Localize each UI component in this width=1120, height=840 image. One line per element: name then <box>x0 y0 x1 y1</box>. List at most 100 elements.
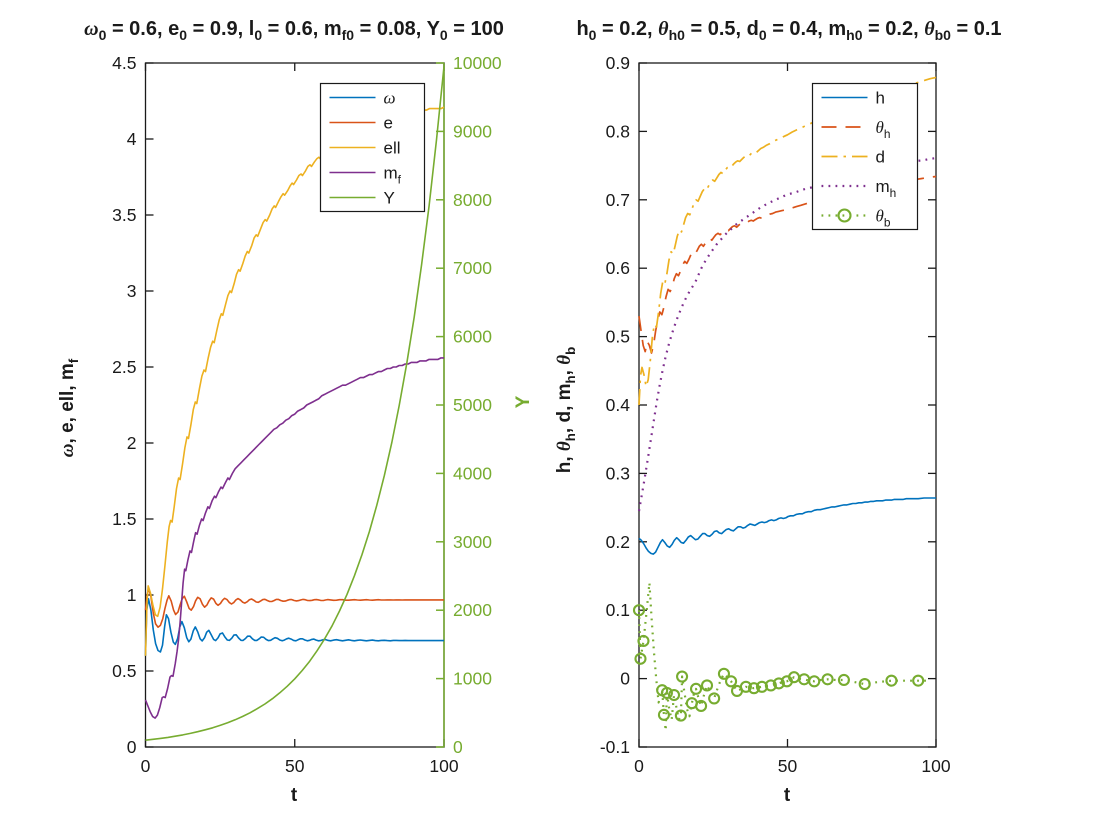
legend-label: e <box>384 114 393 133</box>
marker-circle <box>637 634 650 648</box>
y2-tick-label: 8000 <box>453 190 492 210</box>
marker-circle <box>912 674 925 687</box>
marker-circle <box>885 674 898 687</box>
legend: ωe ell mf Y <box>319 82 426 213</box>
legend-entry-m_f: mf <box>329 164 402 187</box>
marker-circle <box>689 682 703 695</box>
left-panel-y2-label: Y <box>513 395 534 409</box>
y2-tick-label: 2000 <box>453 600 492 620</box>
y-tick-label: 4 <box>127 129 137 149</box>
y-tick-label: 0.5 <box>112 661 136 681</box>
series-h <box>638 497 936 555</box>
y-tick-label: 0.5 <box>606 327 630 347</box>
marker-circle <box>695 699 708 713</box>
marker-circle <box>739 680 752 693</box>
y-tick-label: 0.7 <box>606 190 630 210</box>
legend-entry-theta_h: θh <box>821 118 891 141</box>
right-panel-xlabel: t <box>783 785 791 806</box>
marker-circle <box>821 673 834 686</box>
legend: h θh d mh θb <box>811 82 919 231</box>
y2-tick-label: 10000 <box>453 53 502 73</box>
marker-circle <box>808 675 821 688</box>
legend-label: h <box>876 89 885 108</box>
y-tick-label: 4.5 <box>112 53 136 73</box>
y-tick-label: 0 <box>620 669 630 689</box>
legend-entry-d: d <box>821 148 885 167</box>
y2-tick-label: 3000 <box>453 532 492 552</box>
series-theta_h <box>638 175 937 354</box>
y2-tick-label: 5000 <box>453 395 492 415</box>
marker-circle <box>676 670 689 683</box>
y-tick-label: 0.3 <box>606 463 630 483</box>
legend-entry-theta_b: θb <box>821 207 891 230</box>
right-panel-title: h0 = 0.2, θh0 = 0.5, d0 = 0.4, mh0 = 0.2… <box>576 18 1002 43</box>
series-theta_b <box>637 581 928 732</box>
y-tick-label: 0.2 <box>606 532 630 552</box>
marker-circle <box>660 686 673 700</box>
y-tick-label: 0.1 <box>606 600 630 620</box>
left-panel: 0 50 10000.511.522.533.544.501000200030004… <box>112 53 502 776</box>
series-omega <box>144 598 444 656</box>
marker-circle <box>772 677 785 690</box>
legend-label: mf <box>384 164 402 187</box>
y2-tick-label: 6000 <box>453 327 492 347</box>
legend-label: θb <box>876 207 891 230</box>
y2-tick-label: 7000 <box>453 258 492 278</box>
x-axis: 0 50 100 <box>141 63 459 776</box>
y-tick-label: 3 <box>127 281 137 301</box>
left-panel-title: ω0 = 0.6, e0 = 0.9, l0 = 0.6, mf0 = 0.08… <box>84 18 504 43</box>
y-tick-label: 0.6 <box>606 258 630 278</box>
marker-circle <box>764 679 777 692</box>
marker-circle <box>708 692 721 705</box>
x-axis: 0 50 100 <box>634 63 951 776</box>
legend-entry-e: e <box>329 114 393 133</box>
y-tick-label: 2.5 <box>112 357 136 377</box>
y2-tick-label: 9000 <box>453 121 492 141</box>
right-panel-ylabel: h, θh, d, mh, θb <box>554 346 578 474</box>
left-panel-xlabel: t <box>290 785 298 806</box>
y-tick-label: 0.8 <box>606 121 630 141</box>
series-Y <box>145 66 445 741</box>
legend-entry-Y: Y <box>329 189 395 208</box>
y-axis: 0 0.5 1 1.5 2 2.5 3 3.5 4 4.5 <box>112 53 154 757</box>
y-tick-label: 3.5 <box>112 205 136 225</box>
y-tick-label: -0.1 <box>600 737 630 757</box>
legend-entry-h: h <box>821 89 885 108</box>
marker-circle <box>837 673 850 687</box>
marker-circle <box>634 652 647 665</box>
marker-circle <box>700 679 714 692</box>
marker-circle <box>717 667 730 680</box>
x-tick-label: 100 <box>429 756 458 776</box>
legend-entry-omega: ω <box>329 89 396 108</box>
x-tick-label: 50 <box>778 756 798 776</box>
series-theta_b-markers <box>632 604 925 722</box>
y-tick-label: 0.9 <box>606 53 630 73</box>
legend-label: mh <box>876 177 897 200</box>
legend-label: ell <box>384 139 401 158</box>
marker-circle <box>725 675 738 688</box>
legend-label: Y <box>384 189 395 208</box>
marker-circle <box>674 709 687 722</box>
y2-tick-label: 0 <box>453 737 463 757</box>
legend-entry-ell: ell <box>329 139 401 158</box>
left-panel-ylabel: ω, e, ell, mf <box>57 358 81 458</box>
y-axis: -0.1 0 0.1 0.2 0.3 0.4 0.5 0.6 0.7 0.8 0.9 <box>600 53 936 757</box>
y-tick-label: 1 <box>127 585 137 605</box>
legend-label: d <box>876 148 885 167</box>
series-e <box>144 587 444 628</box>
marker-circle <box>858 678 871 691</box>
y-tick-label: 1.5 <box>112 509 136 529</box>
y2-tick-label: 4000 <box>453 463 492 483</box>
x-tick-label: 0 <box>141 756 151 776</box>
y-tick-label: 2 <box>127 433 137 453</box>
marker-circle <box>747 682 760 695</box>
y2-tick-label: 1000 <box>453 669 492 689</box>
series-m_f <box>144 357 444 719</box>
y2-axis: 0 1000 2000 3000 4000 5000 6000 7000 8000 9000 100… <box>436 53 502 757</box>
marker-circle <box>632 604 646 617</box>
legend-label: θh <box>876 118 891 141</box>
right-panel: 0 50 100-0.100.10.20.30.40.50.60.70.80.9hθ… <box>600 53 951 776</box>
marker-circle <box>657 708 670 721</box>
